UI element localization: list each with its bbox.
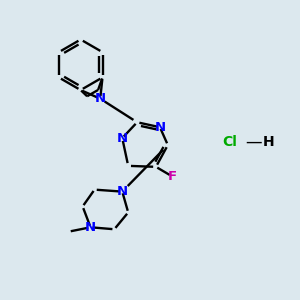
Text: F: F xyxy=(168,170,177,183)
Text: —: — xyxy=(246,133,262,151)
Text: N: N xyxy=(117,185,128,198)
Text: N: N xyxy=(117,132,128,145)
Text: N: N xyxy=(85,221,96,234)
Text: N: N xyxy=(94,92,106,105)
Text: H: H xyxy=(263,135,275,149)
Text: Cl: Cl xyxy=(222,135,237,149)
Text: N: N xyxy=(154,121,166,134)
